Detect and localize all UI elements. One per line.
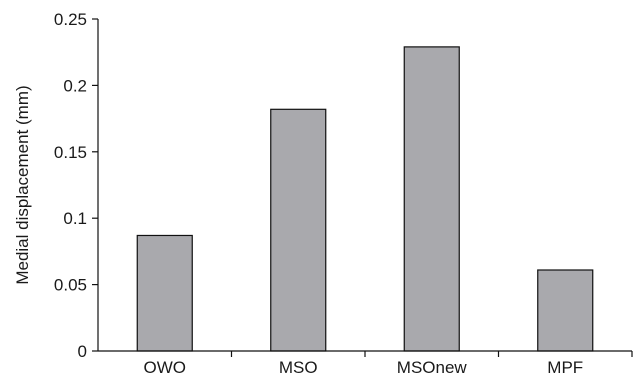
- y-tick-label: 0.25: [54, 10, 87, 29]
- x-tick-label: MSOnew: [397, 358, 468, 377]
- y-tick-label: 0.1: [63, 209, 87, 228]
- x-tick-label: MPF: [547, 358, 583, 377]
- x-tick-label: OWO: [144, 358, 187, 377]
- y-axis-label: Medial displacement (mm): [13, 85, 32, 284]
- plot-area: 0 0.05 0.1 0.15 0.2 0.25 OWO MSO MSOnew MPF: [54, 10, 633, 377]
- y-tick-label: 0.15: [54, 143, 87, 162]
- y-tick-label: 0.2: [63, 76, 87, 95]
- x-tick-label: MSO: [279, 358, 318, 377]
- y-tick-label: 0.05: [54, 276, 87, 295]
- y-tick-label: 0: [78, 342, 87, 361]
- bar-mpf: [537, 269, 594, 352]
- bar-mso: [270, 108, 327, 352]
- bar-msonew: [403, 46, 460, 352]
- bar-owo: [136, 234, 193, 352]
